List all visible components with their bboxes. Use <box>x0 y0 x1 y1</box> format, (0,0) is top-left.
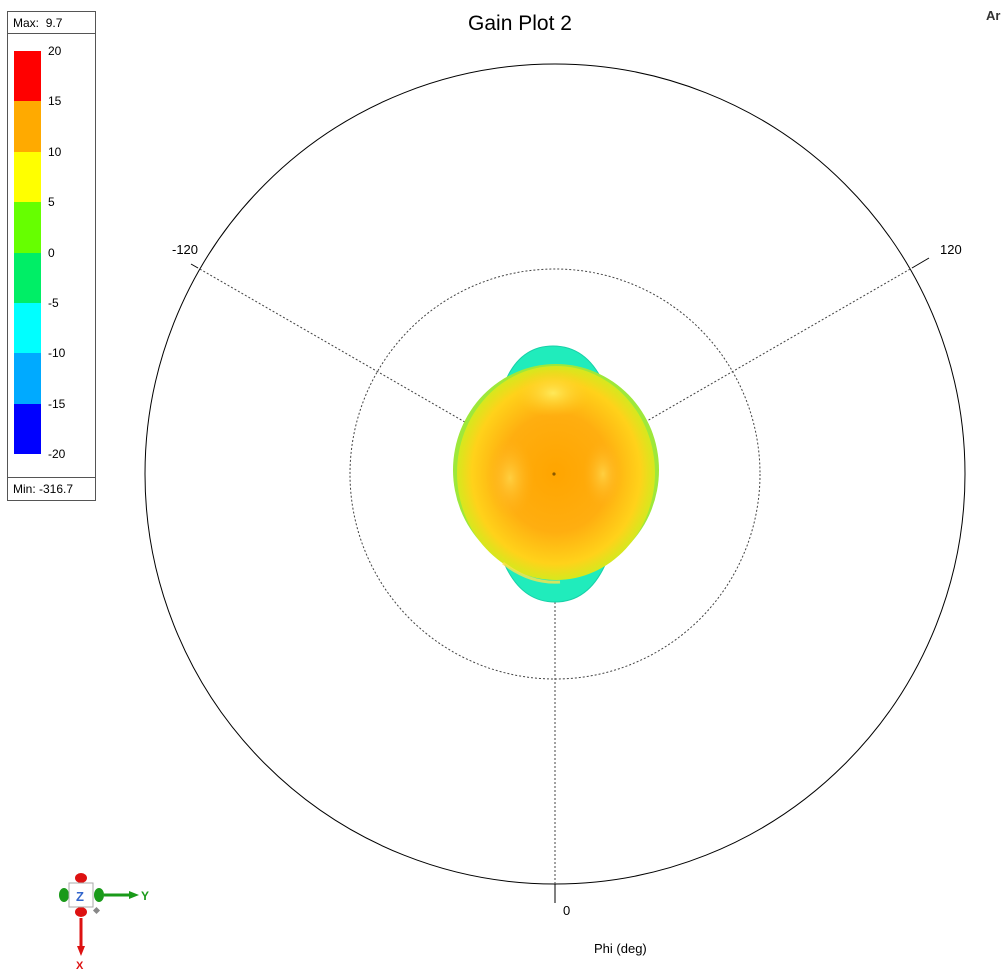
legend-tick-label: -20 <box>48 447 66 461</box>
legend-max-label: Max: <box>13 16 40 30</box>
legend-swatch <box>14 252 41 303</box>
legend-tick-label: 0 <box>48 245 55 260</box>
legend-min-label: Min: <box>13 482 36 496</box>
triad-ring-bottom <box>75 907 87 917</box>
legend-tick-label: -15 <box>48 396 66 411</box>
axis-triad[interactable]: Z Y X <box>55 872 165 972</box>
triad-y-label: Y <box>141 889 149 903</box>
tick-label-0: 0 <box>563 903 570 918</box>
legend-swatch <box>14 353 41 404</box>
color-legend: Max: 9.7 Min: -316.7 20 15 10 5 0 -5 -10 -15 -20 <box>7 11 96 501</box>
legend-swatch <box>14 51 41 102</box>
tick-label-120: 120 <box>940 242 962 257</box>
triad-ring-left <box>59 888 69 902</box>
triad-corner-marker <box>92 906 101 915</box>
legend-tick-label: 15 <box>48 94 62 109</box>
legend-swatch <box>14 403 41 454</box>
triad-y-arrow <box>129 891 139 899</box>
legend-min-value: -316.7 <box>39 482 74 496</box>
legend-tick-label: 20 <box>48 44 62 58</box>
pattern-highlight-left <box>486 438 534 518</box>
legend-max: Max: 9.7 <box>8 12 95 34</box>
legend-tick-label: -5 <box>48 295 59 310</box>
pattern-highlight-top <box>515 369 591 417</box>
radiation-pattern <box>453 345 659 603</box>
tick-mark-left <box>190 263 199 269</box>
x-axis-label: Phi (deg) <box>594 941 647 956</box>
legend-max-value: 9.7 <box>45 16 63 30</box>
legend-swatch <box>14 151 41 203</box>
tick-label-minus-120: -120 <box>172 242 198 257</box>
legend-swatch <box>14 302 41 354</box>
pattern-edge-bottom <box>502 561 561 584</box>
corner-label: Ar <box>986 8 1001 23</box>
triad-ring-right <box>94 888 104 902</box>
legend-min: Min: -316.7 <box>8 477 95 499</box>
triad-x-label: X <box>76 960 84 972</box>
tick-mark-right <box>911 257 930 269</box>
triad-z-label: Z <box>76 889 84 904</box>
triad-x-arrow <box>77 946 85 956</box>
legend-swatch <box>14 101 41 152</box>
legend-tick-label: 5 <box>48 195 55 210</box>
axis-labels: -120 120 0 Phi (deg) <box>172 242 962 956</box>
legend-swatch <box>14 202 41 253</box>
pattern-highlight-right <box>583 440 623 508</box>
pattern-center-dot <box>552 472 556 476</box>
chart-title: Gain Plot 2 <box>468 12 572 35</box>
triad-z-box <box>68 882 94 908</box>
legend-tick-label: -10 <box>48 346 66 361</box>
legend-tick-label: 10 <box>48 144 62 159</box>
legend-color-bar <box>14 51 41 454</box>
pattern-body <box>457 366 655 580</box>
triad-ring-top <box>75 873 87 883</box>
